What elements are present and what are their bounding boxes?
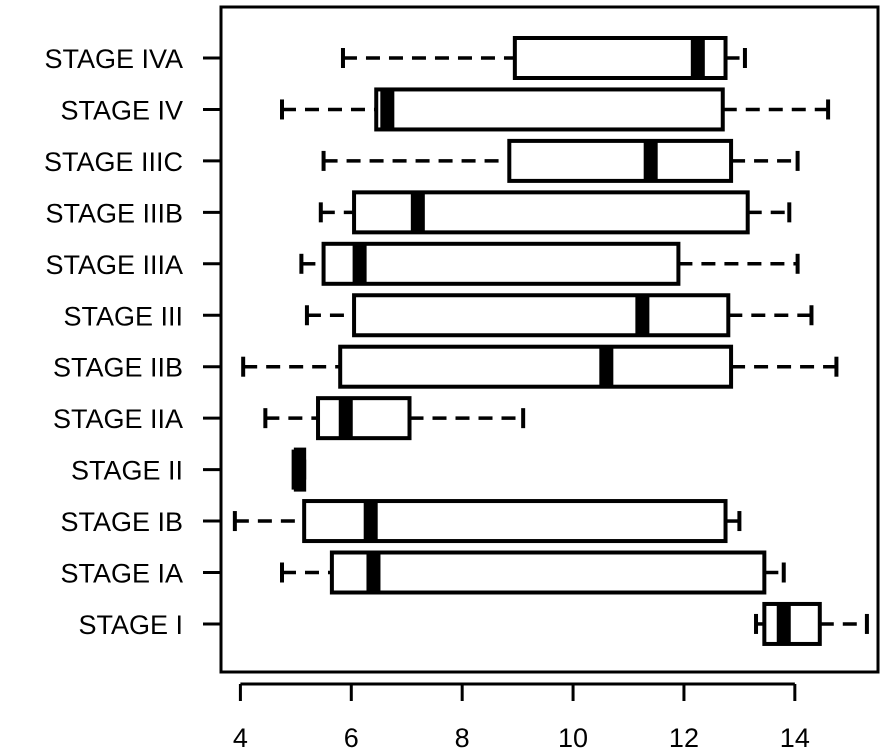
box-iqr (507, 138, 734, 183)
category-label: STAGE IB (60, 507, 183, 537)
box-iqr (321, 241, 681, 286)
category-label: STAGE IV (60, 95, 183, 125)
median-bar (291, 449, 306, 490)
median-bar (776, 603, 791, 644)
x-tick-label: 14 (780, 723, 810, 751)
median-bar (352, 243, 367, 284)
median-bar (635, 295, 650, 336)
box-group (291, 447, 307, 492)
box-group (299, 241, 800, 286)
box-group (263, 396, 526, 441)
category-label: STAGE IA (60, 559, 183, 589)
box-group (279, 87, 831, 132)
box-group (279, 550, 786, 595)
box-group (340, 36, 747, 80)
category-label: STAGE IVA (44, 44, 183, 74)
box-group (232, 499, 742, 544)
box-group (304, 293, 814, 338)
category-label: STAGE IIA (53, 404, 183, 434)
category-label: STAGE III (63, 301, 183, 331)
box-group (318, 190, 792, 235)
x-tick-label: 10 (558, 723, 588, 751)
box-iqr (762, 601, 822, 646)
box-iqr (338, 344, 734, 389)
median-bar (599, 346, 614, 387)
median-bar (338, 398, 353, 439)
median-bar (366, 552, 381, 593)
box-iqr (374, 87, 725, 132)
box-iqr (316, 396, 412, 441)
x-axis: 4 6 8 10 12 14 (233, 682, 810, 751)
median-bar (380, 89, 395, 130)
median-bar (643, 140, 658, 181)
median-bar (690, 38, 705, 78)
x-tick-label: 12 (669, 723, 699, 751)
box-group (241, 344, 839, 389)
category-label: STAGE IIB (53, 353, 183, 383)
x-tick-label: 4 (233, 723, 248, 751)
category-label: STAGE II (71, 456, 183, 486)
x-tick-label: 8 (455, 723, 470, 751)
category-label: STAGE IIIB (45, 198, 183, 228)
box-group (754, 601, 869, 646)
y-axis: STAGE IVA STAGE IV STAGE IIIC STAGE IIIB STA… (44, 44, 221, 640)
category-label: STAGE IIIC (44, 147, 183, 177)
plot-frame (219, 5, 880, 674)
box-iqr (512, 36, 728, 80)
x-tick-label: 6 (344, 723, 359, 751)
category-label: STAGE I (78, 610, 183, 640)
category-label: STAGE IIIA (45, 250, 183, 280)
boxes-layer (232, 36, 869, 646)
median-bar (363, 501, 378, 542)
box-iqr (352, 293, 731, 338)
median-bar (410, 192, 425, 233)
box-iqr (329, 550, 767, 595)
box-group (321, 138, 800, 183)
